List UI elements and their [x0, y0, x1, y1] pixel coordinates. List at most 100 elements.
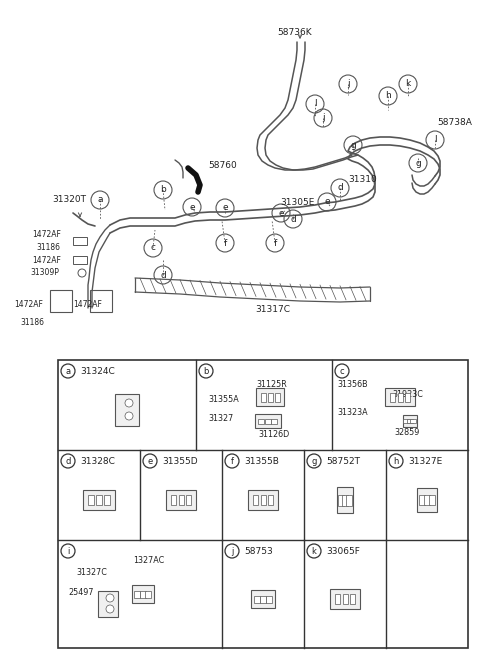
Bar [50, 290, 72, 312]
FancyBboxPatch shape [385, 388, 415, 406]
Text: 1472AF: 1472AF [32, 230, 61, 239]
Text: c: c [151, 243, 156, 253]
Text: i: i [67, 546, 69, 556]
Text: 31309P: 31309P [30, 268, 59, 277]
Text: 31923C: 31923C [392, 390, 423, 399]
Text: 31327: 31327 [208, 414, 233, 423]
Text: 58736K: 58736K [278, 28, 312, 37]
Text: 31324C: 31324C [80, 367, 115, 375]
Text: 31186: 31186 [36, 243, 60, 252]
Text: 31125R: 31125R [256, 380, 287, 389]
Text: d: d [290, 215, 296, 224]
Bar [171, 495, 176, 505]
FancyBboxPatch shape [132, 585, 154, 603]
FancyBboxPatch shape [403, 415, 417, 427]
Text: a: a [97, 195, 103, 205]
Bar [268, 393, 273, 402]
FancyBboxPatch shape [98, 591, 118, 617]
Bar [145, 591, 151, 598]
FancyBboxPatch shape [251, 590, 275, 608]
FancyBboxPatch shape [330, 589, 360, 609]
Text: d: d [65, 457, 71, 466]
Text: h: h [385, 91, 391, 100]
Text: f: f [223, 239, 227, 247]
FancyBboxPatch shape [255, 414, 281, 428]
Text: 31355A: 31355A [208, 395, 239, 404]
Bar [346, 495, 352, 506]
Bar [407, 419, 413, 423]
Text: 31328C: 31328C [80, 457, 115, 466]
Bar [261, 495, 266, 505]
Text: h: h [393, 457, 399, 466]
Bar [338, 495, 344, 506]
Bar [424, 495, 430, 505]
Bar [104, 495, 110, 505]
Text: e: e [189, 203, 195, 211]
Text: 1472AF: 1472AF [32, 256, 61, 265]
Text: a: a [65, 367, 71, 375]
Text: 58738A: 58738A [437, 118, 472, 127]
Text: e: e [222, 203, 228, 213]
Bar [390, 393, 395, 402]
Bar [398, 393, 403, 402]
Text: 25497: 25497 [68, 588, 94, 597]
Text: k: k [406, 79, 410, 89]
Bar [258, 419, 264, 424]
Bar [261, 393, 266, 402]
Text: 31355D: 31355D [162, 457, 198, 466]
Text: f: f [230, 457, 233, 466]
Bar [266, 596, 272, 603]
Text: 31327E: 31327E [408, 457, 442, 466]
Text: c: c [340, 367, 344, 375]
Text: e: e [278, 209, 284, 218]
Text: 1327AC: 1327AC [133, 556, 164, 565]
Text: 31186: 31186 [20, 318, 44, 327]
Text: e: e [147, 457, 153, 466]
FancyBboxPatch shape [417, 488, 437, 512]
Bar [342, 495, 348, 506]
Bar [88, 495, 94, 505]
Bar [268, 495, 273, 505]
Text: 33065F: 33065F [326, 546, 360, 556]
Bar [254, 596, 260, 603]
Bar [271, 419, 277, 424]
Text: 31323A: 31323A [337, 408, 368, 417]
Text: j: j [347, 79, 349, 89]
Bar [265, 419, 271, 424]
FancyBboxPatch shape [166, 490, 196, 510]
Bar [429, 495, 435, 505]
Text: 31327C: 31327C [76, 568, 107, 577]
Bar [90, 290, 112, 312]
Bar [253, 495, 258, 505]
FancyBboxPatch shape [337, 487, 353, 513]
Text: b: b [204, 367, 209, 375]
Text: 58760: 58760 [208, 161, 237, 170]
Text: g: g [415, 159, 421, 167]
Text: j: j [322, 113, 324, 123]
Bar [140, 591, 146, 598]
Bar [260, 596, 266, 603]
Bar [410, 419, 416, 423]
Text: 1472AF: 1472AF [14, 300, 43, 309]
Text: l: l [434, 136, 436, 144]
Bar [403, 419, 409, 423]
FancyBboxPatch shape [256, 388, 284, 406]
Text: j: j [231, 546, 233, 556]
Bar [73, 237, 87, 245]
Bar [73, 256, 87, 264]
FancyBboxPatch shape [115, 394, 139, 426]
Bar [335, 594, 340, 604]
Text: d: d [337, 184, 343, 192]
Text: d: d [160, 270, 166, 279]
Text: f: f [274, 239, 276, 247]
Text: g: g [350, 140, 356, 150]
Text: 31305E: 31305E [280, 198, 314, 207]
Circle shape [106, 594, 114, 602]
Bar [350, 594, 355, 604]
Text: l: l [314, 100, 316, 108]
Circle shape [125, 412, 133, 420]
Text: b: b [160, 186, 166, 194]
Text: 31310: 31310 [348, 175, 377, 184]
Bar [58, 360, 468, 648]
Text: 1472AF: 1472AF [73, 300, 102, 309]
